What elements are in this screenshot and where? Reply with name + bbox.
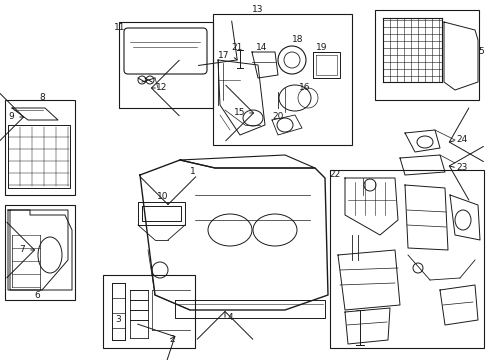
Text: 9: 9: [8, 112, 14, 121]
Text: 15: 15: [234, 108, 245, 117]
Text: 5: 5: [477, 48, 483, 57]
Bar: [213, 14, 351, 145]
Text: 24: 24: [455, 135, 467, 144]
Text: 21: 21: [231, 42, 242, 51]
Bar: [5, 100, 75, 195]
Text: 20: 20: [272, 112, 283, 121]
Text: 2: 2: [169, 336, 174, 345]
Text: 4: 4: [227, 312, 232, 321]
Text: 10: 10: [157, 193, 168, 202]
Bar: [374, 10, 478, 100]
Text: 6: 6: [34, 292, 40, 301]
Text: 8: 8: [39, 93, 45, 102]
Text: 3: 3: [115, 315, 121, 324]
Text: 11: 11: [114, 22, 125, 31]
Bar: [103, 275, 195, 348]
Text: 22: 22: [329, 171, 340, 180]
Text: 12: 12: [156, 84, 167, 93]
Text: 17: 17: [218, 50, 229, 59]
Text: 19: 19: [316, 42, 327, 51]
Bar: [119, 22, 213, 108]
Text: 18: 18: [292, 36, 303, 45]
Text: 14: 14: [256, 42, 267, 51]
Bar: [329, 170, 483, 348]
Text: 7: 7: [19, 246, 25, 255]
Text: 16: 16: [299, 84, 310, 93]
Text: 13: 13: [252, 5, 263, 14]
Text: 1: 1: [190, 167, 196, 176]
Bar: [5, 205, 75, 300]
Text: 23: 23: [455, 163, 467, 172]
